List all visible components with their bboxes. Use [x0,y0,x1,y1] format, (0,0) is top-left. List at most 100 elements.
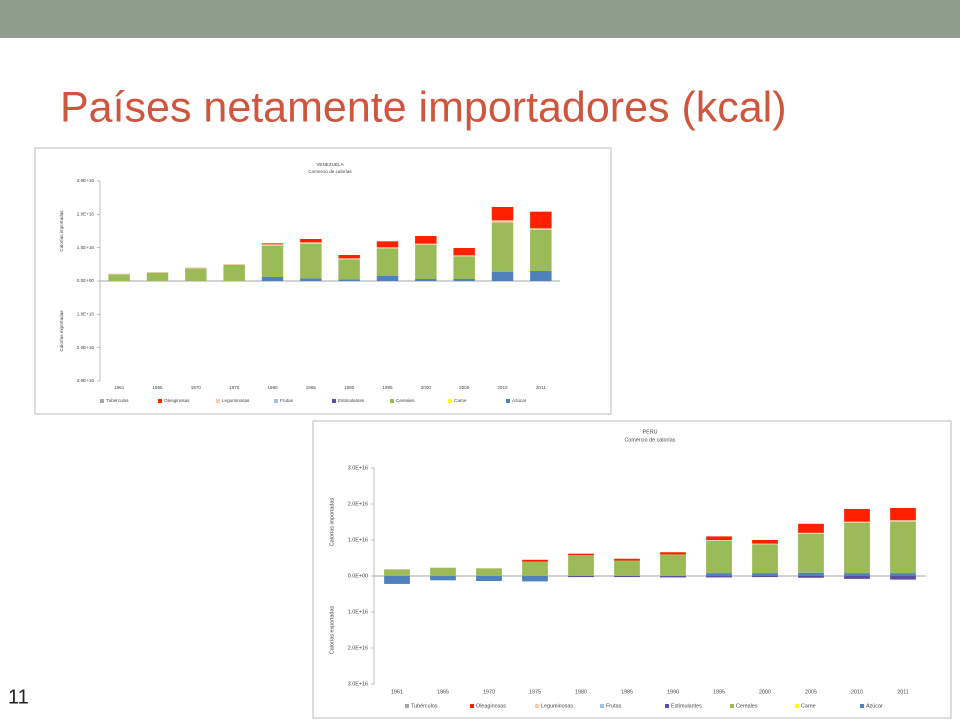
legend-swatch [158,399,162,403]
bar-segment [568,576,594,578]
y-tick-label: 3.0E+16 [348,465,368,471]
bar-segment [568,553,594,556]
y-tick-label: 3.0E+16 [77,178,95,183]
bar-segment [376,276,399,281]
bar-segment [476,576,502,582]
bar-segment [300,278,322,281]
x-tick-label: 1980 [575,689,587,695]
y-tick-label: 2.0E+16 [77,345,95,350]
bar-segment [261,244,284,246]
bar-segment [798,523,824,533]
bar-segment [338,259,360,280]
legend-label: Estimulantes [338,398,365,403]
x-tick-label: 1990 [667,689,679,695]
legend-label: Leguminosas [222,398,250,403]
bar-segment [223,265,245,281]
bar-segment [300,239,322,243]
legend-swatch [470,704,474,708]
bar-segment [185,268,207,281]
bar-segment [844,509,870,522]
bar-segment [338,255,360,259]
bar-segment [376,247,399,249]
bar-segment [430,576,456,581]
x-tick-label: 1975 [529,689,541,695]
x-tick-label: 1995 [713,689,725,695]
bar-segment [530,228,552,230]
x-tick-label: 2000 [421,385,432,390]
legend-swatch [390,399,394,403]
x-tick-label: 1985 [621,689,633,695]
bar-segment [752,573,778,576]
legend-swatch [216,399,220,403]
bar-segment [376,248,399,276]
x-tick-label: 1965 [152,385,163,390]
x-tick-label: 1980 [267,385,278,390]
x-tick-label: 2005 [805,689,817,695]
bar-segment [453,279,475,281]
bar-segment [300,244,322,279]
bar-segment [491,207,514,221]
bar-segment [146,272,169,273]
bar-segment [185,267,207,269]
chart-subtitle: Comercio de calorías [625,437,676,443]
bar-segment [108,274,130,281]
chart-title: VENEZUELA [316,162,344,167]
bar-segment [415,236,437,244]
chart-title: PERU [643,429,658,435]
bar-segment [338,258,360,260]
bar-segment [453,255,475,257]
x-tick-label: 2005 [459,385,470,390]
legend-label: Leguminosas [541,703,573,709]
bar-segment [384,569,410,576]
bar-segment [706,573,732,576]
bar-segment [338,279,360,281]
bar-segment [890,521,916,574]
bar-segment [491,271,514,281]
y-tick-label: 2.0E+16 [348,645,368,651]
x-tick-label: 1965 [437,689,449,695]
x-tick-label: 1990 [344,385,355,390]
x-tick-label: 2000 [759,689,771,695]
bar-segment [522,561,548,576]
bar-segment [660,552,686,555]
bar-segment [300,242,322,244]
bar-segment [430,567,456,576]
bar-segment [706,576,732,578]
bar-segment [146,272,169,281]
bar-segment [614,560,640,576]
x-tick-label: 2010 [851,689,863,695]
legend-label: Oleaginosas [164,398,190,403]
x-tick-label: 1985 [306,385,317,390]
y-tick-label: 1.0E+16 [77,312,95,317]
bar-segment [522,576,548,582]
bar-segment [752,543,778,545]
y-tick-label: 0.0E+00 [348,573,368,579]
top-band [0,0,960,38]
y-tick-label: 0.0E+00 [77,278,95,283]
bar-segment [223,264,245,265]
y-tick-label: 3.0E+16 [348,681,368,687]
bar-segment [376,241,399,248]
legend-label: Cereales [736,703,758,709]
legend-swatch [600,704,604,708]
bar-segment [261,277,284,281]
y-tick-label: 3.0E+16 [77,378,95,383]
legend-label: Tubérculos [106,398,129,403]
chart-subtitle: Comercio de calorías [308,169,352,174]
y-tick-label: 2.0E+16 [77,212,95,217]
bar-segment [614,558,640,561]
bar-segment [108,273,130,275]
bar-segment [491,222,514,272]
bar-segment [798,576,824,578]
legend-swatch [100,399,104,403]
legend-swatch [405,704,409,708]
bar-segment [660,554,686,576]
legend-label: Cereales [396,398,415,403]
x-tick-label: 2010 [497,385,508,390]
legend-label: Azúcar [866,703,883,709]
legend-label: Oleaginosas [476,703,506,709]
legend-label: Frutas [606,703,622,709]
bar-segment [453,256,475,279]
